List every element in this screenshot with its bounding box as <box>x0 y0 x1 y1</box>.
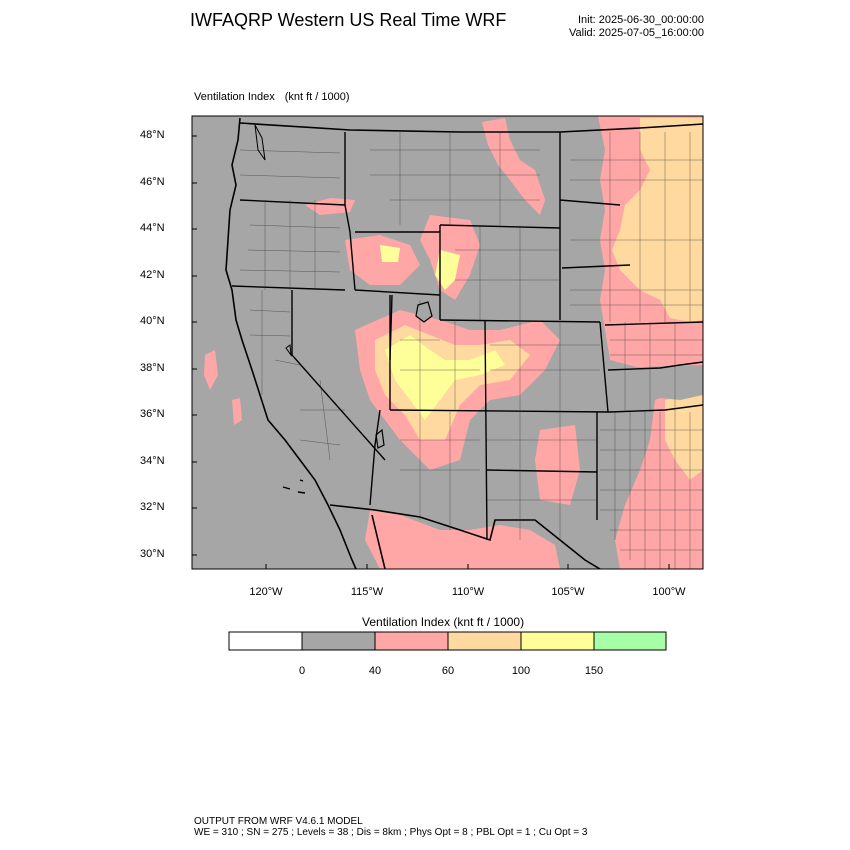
utah-yellow-region <box>385 335 505 420</box>
lat-label-38: 38°N <box>140 362 165 374</box>
lat-label-40: 40°N <box>140 315 165 327</box>
colorbar-label-100: 100 <box>511 665 531 677</box>
map-frame <box>191 115 704 570</box>
lat-label-36: 36°N <box>140 408 165 420</box>
field-name: Ventilation Index <box>194 91 275 103</box>
colorbar-box-4 <box>447 631 522 651</box>
texas-orange-region <box>665 390 703 480</box>
lon-label-120: 120°W <box>249 586 283 598</box>
valid-time: Valid: 2025-07-05_16:00:00 <box>569 27 704 39</box>
baja-gulf-coast <box>371 514 386 569</box>
colorbar <box>228 631 667 651</box>
new-mexico-pink-patch <box>535 425 580 505</box>
boundaries <box>225 117 703 569</box>
colorbar-label-0: 0 <box>298 665 306 677</box>
lon-label-100: 100°W <box>652 586 686 598</box>
lat-label-30: 30°N <box>140 548 165 560</box>
lat-label-46: 46°N <box>140 176 165 188</box>
colorbar-label-60: 60 <box>441 665 455 677</box>
pacific-coastline <box>225 117 357 569</box>
lat-label-42: 42°N <box>140 269 165 281</box>
state-lines <box>231 132 703 541</box>
colorbar-box-3 <box>374 631 449 651</box>
puget-sound <box>254 124 266 161</box>
lat-label-34: 34°N <box>140 455 165 467</box>
lat-label-32: 32°N <box>140 501 165 513</box>
colorbar-box-6 <box>593 631 667 651</box>
plains-orange-region <box>612 118 703 322</box>
footer-line-2: WE = 310 ; SN = 275 ; Levels = 38 ; Dis … <box>194 827 588 838</box>
colorbar-label-40: 40 <box>368 665 382 677</box>
colorbar-title: Ventilation Index (knt ft / 1000) <box>362 615 525 629</box>
model-footer: OUTPUT FROM WRF V4.6.1 MODEL WE = 310 ; … <box>194 816 587 838</box>
great-salt-lake <box>415 301 433 323</box>
salton-sea <box>375 428 385 449</box>
coast-pink-patch-1 <box>204 350 218 390</box>
montana-pink-streak <box>482 118 545 215</box>
wyoming-yellow-patch <box>435 250 460 290</box>
channel-islands <box>282 479 306 494</box>
colorbar-box-1 <box>228 631 303 651</box>
field-units: (knt ft / 1000) <box>284 91 350 103</box>
map-area <box>192 116 703 569</box>
lon-label-110: 110°W <box>451 586 485 598</box>
lon-label-105: 105°W <box>551 586 585 598</box>
county-lines <box>239 132 703 569</box>
coast-pink-patch-2 <box>232 398 242 425</box>
lat-label-44: 44°N <box>140 222 165 234</box>
colorbar-box-5 <box>520 631 595 651</box>
run-info: Init: 2025-06-30_00:00:00 Valid: 2025-07… <box>569 14 704 40</box>
main-title: IWFAQRP Western US Real Time WRF <box>190 10 507 30</box>
field-title: Ventilation Index (knt ft / 1000) <box>194 91 360 103</box>
mexico-border <box>329 504 601 569</box>
oklahoma-gray-gap <box>612 365 703 400</box>
init-time: Init: 2025-06-30_00:00:00 <box>578 14 704 26</box>
canada-border <box>239 122 703 133</box>
lon-label-115: 115°W <box>350 586 384 598</box>
arizona-pink-region <box>365 510 560 569</box>
oregon-pink-streak <box>305 198 355 215</box>
colorbar-box-2 <box>301 631 376 651</box>
lon-ticks <box>265 564 670 569</box>
lat-label-48: 48°N <box>140 129 165 141</box>
lat-ticks <box>192 135 197 556</box>
colorbar-label-150: 150 <box>584 665 604 677</box>
ventilation-shading <box>204 116 703 569</box>
footer-line-1: OUTPUT FROM WRF V4.6.1 MODEL <box>194 816 363 827</box>
idaho-yellow-patch <box>380 245 400 262</box>
lake-tahoe <box>285 344 292 357</box>
